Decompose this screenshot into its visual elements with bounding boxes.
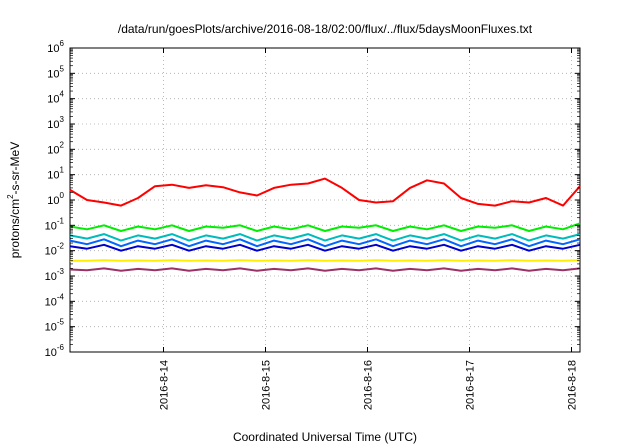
series-line-2 xyxy=(69,222,581,232)
y-tick-label: 10-2 xyxy=(45,242,65,258)
y-tick-label: 10-4 xyxy=(45,292,65,308)
y-axis-label-base: protons/cm xyxy=(8,199,22,258)
y-axis-label-sup: 2 xyxy=(6,194,15,199)
y-tick-label: 104 xyxy=(47,90,64,106)
y-axis-label: protons/cm2-s-sr-MeV xyxy=(6,142,22,258)
y-tick-label: 10-5 xyxy=(45,318,65,334)
chart-title: /data/run/goesPlots/archive/2016-08-18/0… xyxy=(118,22,533,36)
y-tick-label: 103 xyxy=(47,115,64,131)
y-tick-label: 102 xyxy=(47,140,64,156)
series-line-3 xyxy=(69,233,581,242)
x-tick-label: 2016-8-18 xyxy=(567,360,579,410)
y-axis-label-rest: -s-sr-MeV xyxy=(8,142,22,195)
series-line-5 xyxy=(69,243,581,252)
y-tick-label: 106 xyxy=(47,39,64,55)
x-tick-label: 2016-8-16 xyxy=(363,360,375,410)
x-tick-label: 2016-8-17 xyxy=(465,360,477,410)
x-tick-label: 2016-8-15 xyxy=(261,360,273,410)
series-line-7 xyxy=(69,267,581,272)
x-tick-label: 2016-8-14 xyxy=(159,360,171,410)
y-tick-label: 105 xyxy=(47,64,64,80)
y-axis: 10-6 10-5 10-4 10-3 10-2 10-1 100 101 102 103 104 1… xyxy=(45,39,580,359)
x-axis-label: Coordinated Universal Time (UTC) xyxy=(233,430,417,444)
series-line-6 xyxy=(70,259,581,262)
y-tick-label: 10-3 xyxy=(45,267,65,283)
y-tick-label: 10-1 xyxy=(45,216,65,232)
series-line-4 xyxy=(69,238,581,248)
series-layer xyxy=(69,177,581,272)
y-tick-label: 101 xyxy=(47,166,64,182)
grid xyxy=(70,48,580,352)
y-tick-label: 10-6 xyxy=(45,343,65,359)
y-tick-label: 100 xyxy=(47,191,64,207)
series-line-1 xyxy=(69,177,581,207)
x-axis: 2016-8-14 2016-8-15 2016-8-16 2016-8-17 2016… xyxy=(159,48,579,410)
